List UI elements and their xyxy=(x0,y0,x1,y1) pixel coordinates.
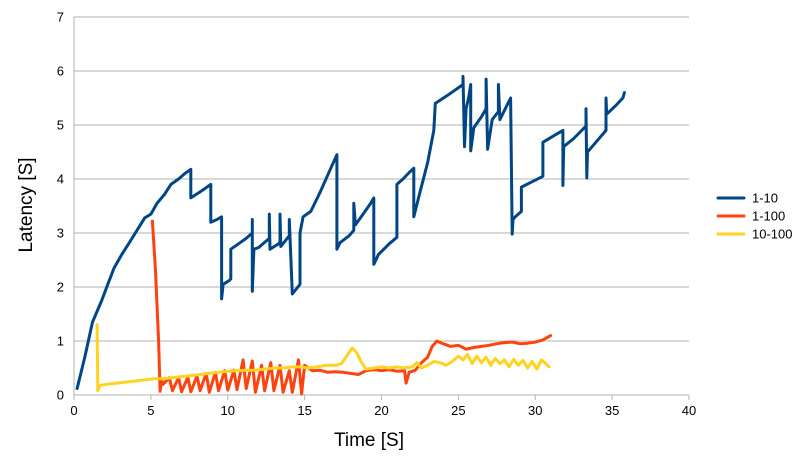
x-tick-label: 15 xyxy=(297,403,311,418)
x-tick-label: 5 xyxy=(147,403,154,418)
x-tick-label: 0 xyxy=(70,403,77,418)
y-tick-label: 5 xyxy=(57,118,64,133)
y-tick-label: 4 xyxy=(57,172,64,187)
x-tick-label: 25 xyxy=(451,403,465,418)
y-tick-label: 7 xyxy=(57,10,64,25)
series-line-1-10 xyxy=(75,74,626,390)
series-line-1-100 xyxy=(150,219,553,396)
x-axis-title: Time [S] xyxy=(334,430,404,451)
y-tick-label: 2 xyxy=(57,280,64,295)
x-tick-label: 35 xyxy=(605,403,619,418)
y-axis-title: Latency [S] xyxy=(16,157,37,252)
x-tick-label: 10 xyxy=(221,403,235,418)
series-line-10-100 xyxy=(95,323,551,393)
y-tick-label: 0 xyxy=(57,388,64,403)
legend: 1-10 1-100 10-100 xyxy=(716,191,792,242)
axes: 0 1 2 3 4 5 6 7 0 5 10 15 20 25 30 35 40 xyxy=(57,10,696,419)
y-tick-label: 3 xyxy=(57,226,64,241)
y-tick-label: 1 xyxy=(57,334,64,349)
grid xyxy=(74,16,689,396)
x-tick-label: 30 xyxy=(528,403,542,418)
series-group xyxy=(75,74,626,396)
y-tick-label: 6 xyxy=(57,64,64,79)
legend-label: 1-10 xyxy=(752,191,778,206)
legend-label: 1-100 xyxy=(752,209,785,224)
x-tick-label: 40 xyxy=(682,403,696,418)
x-tick-label: 20 xyxy=(374,403,388,418)
legend-label: 10-100 xyxy=(752,227,792,242)
